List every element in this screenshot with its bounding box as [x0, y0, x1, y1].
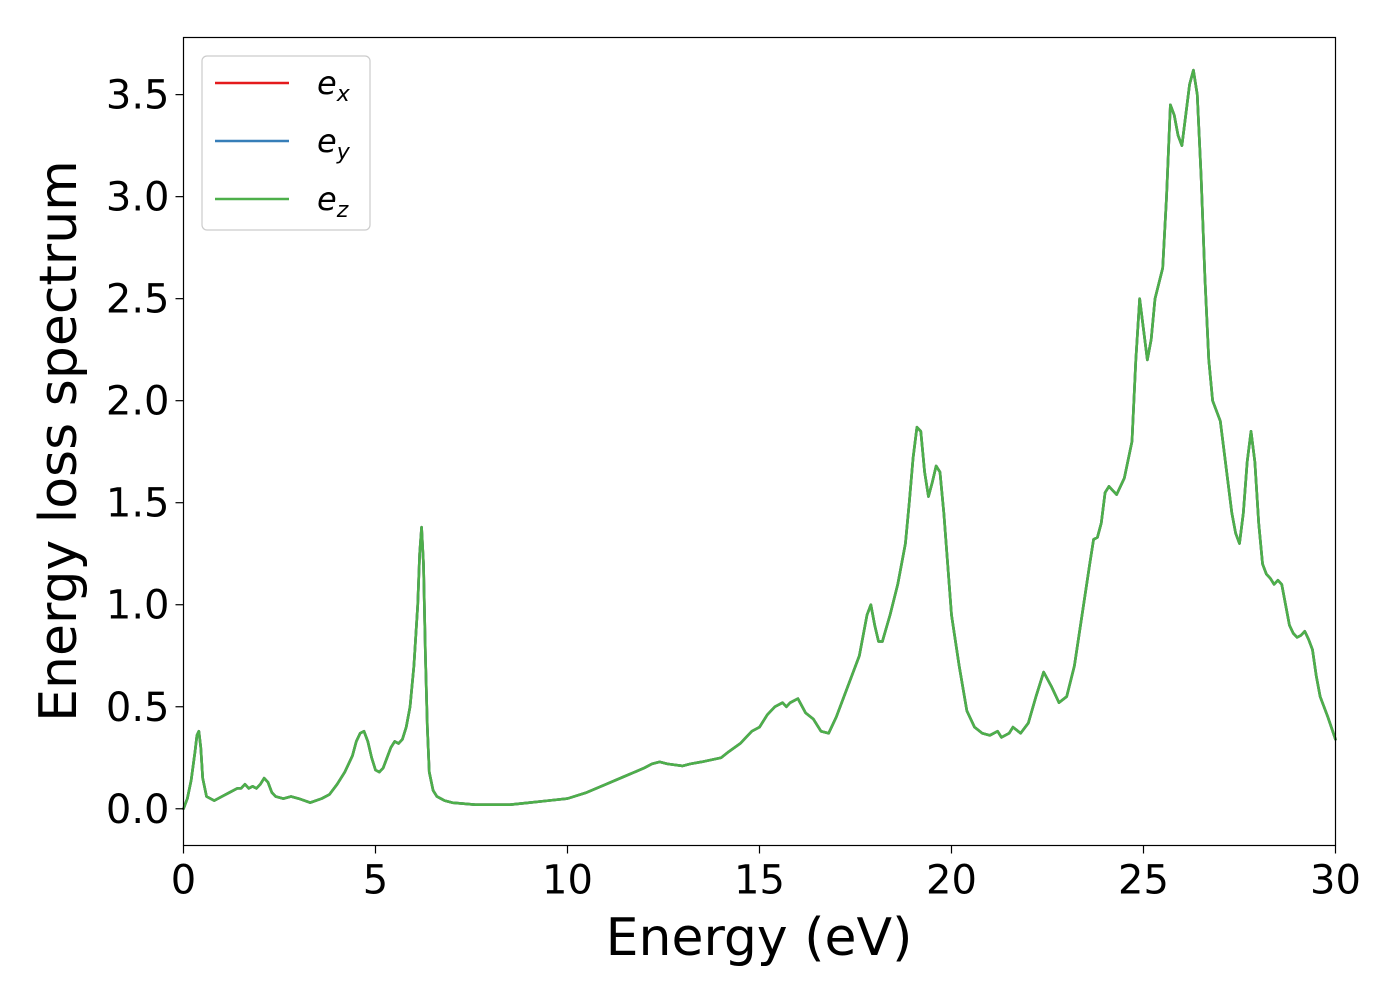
y-tick-label: 2.0	[106, 379, 170, 425]
x-tick-label: 0	[171, 858, 196, 904]
x-axis-ticks: 0 5 10 15 20 25 30	[171, 845, 1361, 904]
legend: ex ey ez	[201, 55, 371, 231]
x-tick-label: 10	[542, 858, 593, 904]
y-tick-label: 0.0	[106, 787, 170, 833]
y-tick-label: 1.0	[106, 583, 170, 629]
x-tick-label: 25	[1118, 858, 1169, 904]
legend-label-ez: ez	[317, 180, 349, 223]
y-tick-label: 3.5	[106, 73, 170, 119]
legend-items: ex ey ez	[215, 64, 351, 223]
y-axis-title: Energy loss spectrum	[29, 160, 89, 722]
y-axis-ticks: 0.0 0.5 1.0 1.5 2.0 2.5 3.0 3.5	[106, 73, 184, 833]
series-line-ez	[182, 68, 1337, 811]
x-tick-label: 30	[1310, 858, 1361, 904]
y-tick-label: 0.5	[106, 685, 170, 731]
legend-box	[201, 55, 371, 231]
plot-frame	[182, 36, 1337, 847]
legend-label-ex: ex	[317, 64, 351, 107]
x-axis-title: Energy (eV)	[606, 908, 913, 968]
y-tick-label: 1.5	[106, 481, 170, 527]
legend-label-ey: ey	[317, 122, 351, 165]
y-tick-label: 3.0	[106, 175, 170, 221]
x-tick-label: 5	[363, 858, 388, 904]
x-tick-label: 20	[926, 858, 977, 904]
y-tick-label: 2.5	[106, 277, 170, 323]
plot-lines	[182, 68, 1337, 811]
x-tick-label: 15	[734, 858, 785, 904]
